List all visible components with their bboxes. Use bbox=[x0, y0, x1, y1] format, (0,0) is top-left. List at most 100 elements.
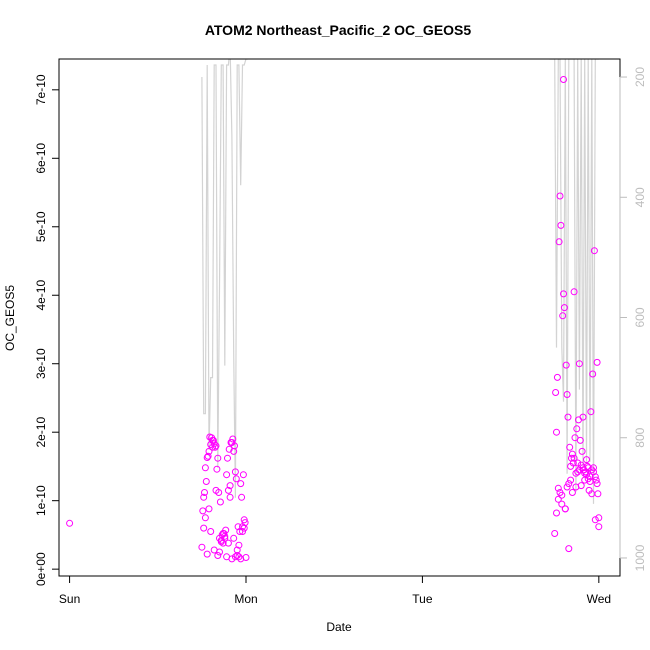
data-point bbox=[224, 454, 231, 462]
data-point bbox=[554, 495, 562, 503]
data-point bbox=[576, 436, 584, 444]
data-point bbox=[553, 373, 561, 381]
data-point bbox=[238, 493, 246, 501]
data-point bbox=[205, 505, 213, 513]
data-point bbox=[201, 514, 209, 522]
data-point bbox=[211, 443, 219, 451]
data-point bbox=[231, 553, 239, 561]
data-point bbox=[593, 358, 601, 366]
data-point bbox=[236, 528, 244, 535]
pressure-line-segment-0 bbox=[201, 59, 248, 498]
data-point bbox=[568, 454, 575, 462]
data-point bbox=[593, 480, 601, 488]
data-point bbox=[203, 454, 211, 461]
y2-tick-label: 1000 bbox=[633, 544, 647, 571]
data-point bbox=[577, 482, 585, 490]
y2-tick-label: 600 bbox=[633, 307, 647, 327]
data-point bbox=[66, 519, 74, 527]
data-point bbox=[580, 466, 588, 474]
pressure-line-series bbox=[201, 59, 599, 504]
data-point bbox=[223, 471, 231, 479]
data-point bbox=[207, 528, 215, 535]
data-point bbox=[559, 312, 567, 320]
data-point bbox=[565, 480, 573, 488]
data-point bbox=[588, 490, 596, 498]
data-point bbox=[560, 304, 568, 312]
y-axis-label: OC_GEOS5 bbox=[3, 285, 17, 351]
y2-axis: 200 400 600 800 1000 bbox=[619, 67, 647, 571]
data-point bbox=[590, 468, 597, 476]
x-axis-label: Date bbox=[326, 620, 352, 634]
data-point bbox=[209, 436, 217, 444]
data-point bbox=[586, 473, 594, 481]
data-point bbox=[574, 468, 582, 476]
y-tick-label: 5e-10 bbox=[34, 211, 48, 242]
data-point bbox=[213, 465, 221, 473]
x-tick-label: Mon bbox=[234, 592, 257, 606]
data-point bbox=[553, 509, 560, 517]
y-tick-label: 7e-10 bbox=[34, 74, 48, 105]
data-point bbox=[226, 482, 234, 490]
data-point bbox=[562, 361, 570, 369]
data-point bbox=[567, 476, 575, 484]
data-point bbox=[563, 483, 571, 491]
data-point bbox=[212, 486, 220, 494]
data-point bbox=[232, 475, 240, 483]
y-tick-label: 2e-10 bbox=[34, 417, 48, 448]
y-tick-label: 3e-10 bbox=[34, 348, 48, 379]
data-point bbox=[560, 290, 567, 298]
data-point bbox=[239, 528, 246, 535]
data-point bbox=[587, 408, 595, 416]
data-point bbox=[592, 476, 600, 484]
data-point bbox=[200, 524, 208, 532]
data-point bbox=[224, 539, 232, 547]
data-point bbox=[231, 442, 238, 450]
data-point bbox=[221, 534, 229, 542]
data-point bbox=[584, 464, 592, 472]
data-point bbox=[553, 428, 560, 436]
data-point bbox=[583, 456, 590, 464]
data-point bbox=[589, 370, 597, 378]
data-point bbox=[570, 454, 578, 462]
data-point bbox=[581, 476, 589, 484]
data-point bbox=[569, 459, 577, 467]
data-point bbox=[566, 443, 574, 451]
data-point bbox=[561, 505, 569, 513]
data-point bbox=[571, 434, 579, 442]
data-point bbox=[239, 471, 247, 479]
y-tick-label: 1e-10 bbox=[34, 485, 48, 516]
data-point bbox=[214, 454, 222, 462]
data-point bbox=[216, 498, 224, 506]
y-tick-label: 4e-10 bbox=[34, 280, 48, 311]
y-axis: 0e+00 1e-10 2e-10 3e-10 4e-10 5e-10 6e-10 7e-10 bbox=[34, 74, 60, 586]
data-point bbox=[558, 491, 566, 499]
data-point bbox=[554, 484, 562, 492]
data-point bbox=[558, 500, 566, 508]
pressure-line-segment-1 bbox=[549, 59, 599, 504]
data-point bbox=[231, 468, 239, 476]
data-point bbox=[591, 473, 599, 481]
data-point bbox=[235, 541, 243, 549]
data-point bbox=[240, 524, 248, 532]
data-point bbox=[563, 391, 571, 398]
data-point bbox=[202, 478, 210, 485]
data-point bbox=[237, 480, 245, 488]
y2-tick-label: 400 bbox=[633, 187, 647, 207]
data-point bbox=[564, 413, 572, 421]
data-point bbox=[560, 76, 567, 83]
data-point bbox=[225, 445, 233, 453]
data-point bbox=[568, 450, 576, 458]
oc-geos5-points bbox=[66, 76, 603, 563]
data-point bbox=[595, 514, 603, 522]
data-point bbox=[591, 516, 599, 524]
data-point bbox=[204, 452, 212, 460]
data-point bbox=[573, 425, 581, 433]
data-point bbox=[199, 507, 207, 515]
data-point bbox=[574, 459, 582, 467]
data-point bbox=[205, 447, 213, 455]
x-axis: Sun Mon Tue Wed bbox=[59, 575, 611, 606]
data-point bbox=[201, 489, 208, 496]
data-point bbox=[200, 493, 208, 501]
